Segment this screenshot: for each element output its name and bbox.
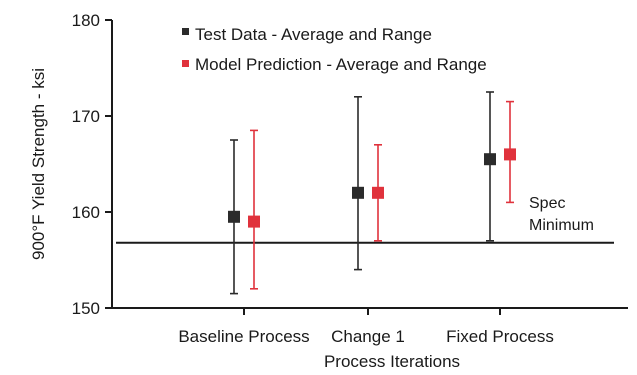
- legend-swatch-model-prediction: [182, 60, 189, 67]
- x-tick-label-change-1: Change 1: [331, 327, 405, 346]
- x-tick-label-fixed-process: Fixed Process: [446, 327, 554, 346]
- model-prediction-mean-change-1: [372, 186, 384, 199]
- y-tick-label-150: 150: [72, 299, 100, 318]
- x-tick-label-baseline-process: Baseline Process: [178, 327, 309, 346]
- spec-label-line2: Minimum: [529, 217, 594, 234]
- y-tick-label-180: 180: [72, 11, 100, 30]
- legend-swatch-test-data: [182, 28, 189, 35]
- legend-label-model-prediction: Model Prediction - Average and Range: [195, 55, 487, 74]
- legend-label-test-data: Test Data - Average and Range: [195, 25, 432, 44]
- legend: Test Data - Average and Range Model Pred…: [182, 25, 487, 74]
- model-prediction-mean-baseline-process: [248, 215, 260, 228]
- test-data-mean-baseline-process: [228, 210, 240, 223]
- test-data-mean-fixed-process: [484, 153, 496, 166]
- y-tick-label-170: 170: [72, 107, 100, 126]
- x-axis-title: Process Iterations: [324, 352, 460, 371]
- spec-label-line1: Spec: [529, 195, 565, 212]
- test-data-mean-change-1: [352, 186, 364, 199]
- model-prediction-mean-fixed-process: [504, 148, 516, 161]
- y-axis-title: 900°F Yield Strength - ksi: [29, 68, 48, 260]
- y-tick-label-160: 160: [72, 203, 100, 222]
